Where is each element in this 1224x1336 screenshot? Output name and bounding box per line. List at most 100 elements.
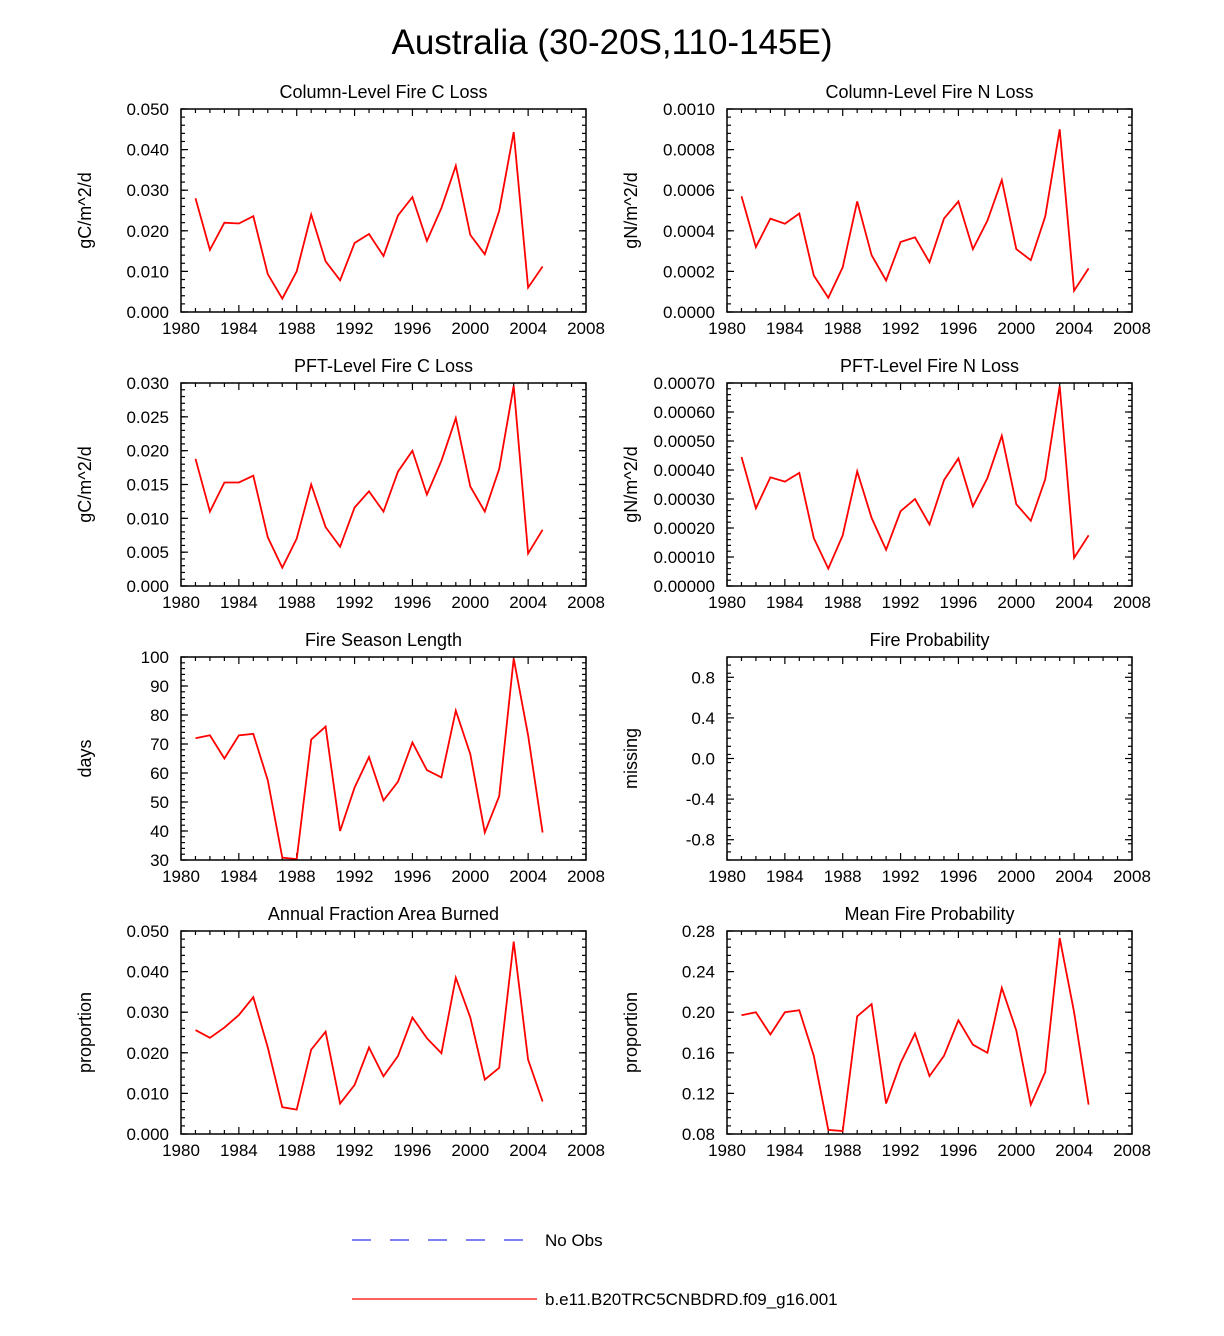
y-tick-label: 0.00050 [654,432,715,451]
plot-frame [180,108,587,313]
chart-panel-pft-level-fire-n-loss: PFT-Level Fire N Loss gN/m^2/d 1980 1984 198… [621,356,1151,612]
x-tick-label: 2000 [451,867,489,886]
x-tick-label: 2008 [567,867,605,886]
y-tick-label: 0.00020 [654,519,715,538]
legend-label-no-obs: No Obs [545,1231,603,1250]
chart-panel-fire-season-length: Fire Season Length days 1980 1984 1988 1992 19… [75,630,605,886]
x-tick-label: 1988 [278,867,316,886]
y-tick-label: 90 [150,677,169,696]
x-tick-label: 2004 [1055,593,1093,612]
x-tick-label: 1984 [766,319,804,338]
x-tick-label: 1992 [336,319,374,338]
x-tick-label: 1992 [882,319,920,338]
plot-frame [726,108,1133,313]
y-axis-label: gN/m^2/d [621,446,641,522]
x-tick-label: 1992 [336,593,374,612]
panel-title: Annual Fraction Area Burned [268,904,499,924]
x-tick-label: 1988 [824,319,862,338]
x-tick-label: 1992 [882,867,920,886]
y-tick-label: 0.12 [682,1084,715,1103]
x-tick-label: 2004 [1055,867,1093,886]
panel-title: Mean Fire Probability [844,904,1014,924]
x-tick-label: 2008 [1113,319,1151,338]
plot-frame [180,930,587,1135]
y-tick-label: 0.20 [682,1003,715,1022]
y-tick-label: 0.000 [126,577,169,596]
x-tick-label: 1984 [220,1141,258,1160]
x-tick-label: 2008 [1113,867,1151,886]
x-tick-label: 2000 [451,319,489,338]
x-tick-label: 1980 [162,1141,200,1160]
series-line [740,129,1090,300]
chart-panel-pft-level-fire-c-loss: PFT-Level Fire C Loss gC/m^2/d 1980 1984 198… [75,356,605,612]
y-tick-label: 0.00040 [654,461,715,480]
x-tick-label: 1984 [220,867,258,886]
x-tick-label: 1992 [336,867,374,886]
y-tick-label: 0.005 [126,543,169,562]
plot-frame [180,656,587,861]
x-tick-label: 2008 [1113,593,1151,612]
x-tick-label: 1988 [824,1141,862,1160]
panel-title: Fire Season Length [305,630,462,650]
x-tick-label: 1988 [824,867,862,886]
chart-panel-annual-fraction-area-burned: Annual Fraction Area Burned proportion 198… [75,904,605,1160]
x-tick-label: 2000 [451,593,489,612]
y-tick-label: 0.24 [682,963,715,982]
x-tick-label: 2000 [997,867,1035,886]
y-axis-label: gC/m^2/d [75,172,95,248]
x-tick-label: 1980 [162,867,200,886]
y-axis-label: gN/m^2/d [621,172,641,248]
panel-title: Fire Probability [869,630,989,650]
y-tick-label: 0.16 [682,1044,715,1063]
y-tick-label: 0.050 [126,100,169,119]
legend-label-model-run: b.e11.B20TRC5CNBDRD.f09_g16.001 [545,1290,838,1309]
x-tick-label: 2008 [1113,1141,1151,1160]
x-tick-label: 1988 [278,1141,316,1160]
y-tick-label: 60 [150,764,169,783]
x-tick-label: 2004 [1055,319,1093,338]
x-tick-label: 2008 [567,1141,605,1160]
series-line [741,937,1090,1132]
panels-group: Column-Level Fire C Loss gC/m^2/d 1980 1984… [75,82,1151,1160]
series-line [195,658,544,861]
series-line [195,941,544,1111]
x-tick-label: 1980 [162,319,200,338]
y-tick-label: -0.4 [686,790,715,809]
y-tick-label: 0.040 [126,141,169,160]
x-tick-label: 1996 [940,319,978,338]
panel-title: PFT-Level Fire C Loss [294,356,473,376]
y-tick-label: 0.030 [126,374,169,393]
y-axis-label: gC/m^2/d [75,446,95,522]
x-tick-label: 1988 [278,319,316,338]
plot-frame [726,656,1133,861]
y-tick-label: 0.015 [126,476,169,495]
y-tick-label: 0.000 [126,303,169,322]
x-tick-label: 1980 [708,593,746,612]
x-tick-label: 1984 [766,867,804,886]
y-tick-label: 0.00030 [654,490,715,509]
x-tick-label: 2000 [997,319,1035,338]
y-tick-label: 0.025 [126,408,169,427]
x-tick-label: 1996 [394,319,432,338]
x-tick-label: 1996 [394,867,432,886]
y-tick-label: 30 [150,851,169,870]
y-tick-label: 0.00060 [654,403,715,422]
y-tick-label: 50 [150,793,169,812]
x-tick-label: 2008 [567,319,605,338]
chart-panel-mean-fire-probability: Mean Fire Probability proportion 1980 1984 1… [621,904,1151,1160]
y-tick-label: 0.020 [126,442,169,461]
x-tick-label: 1980 [162,593,200,612]
x-tick-label: 1996 [940,593,978,612]
y-tick-label: 0.00000 [654,577,715,596]
y-tick-label: 100 [141,648,169,667]
y-tick-label: 0.08 [682,1125,715,1144]
x-tick-label: 1996 [940,1141,978,1160]
figure-title: Australia (30-20S,110-145E) [392,23,833,62]
y-tick-label: -0.8 [686,831,715,850]
y-tick-label: 0.00070 [654,374,715,393]
plot-frame [726,382,1133,587]
plot-frame [726,930,1133,1135]
x-tick-label: 1984 [766,1141,804,1160]
chart-panel-column-level-fire-n-loss: Column-Level Fire N Loss gN/m^2/d 1980 1984… [621,82,1151,338]
